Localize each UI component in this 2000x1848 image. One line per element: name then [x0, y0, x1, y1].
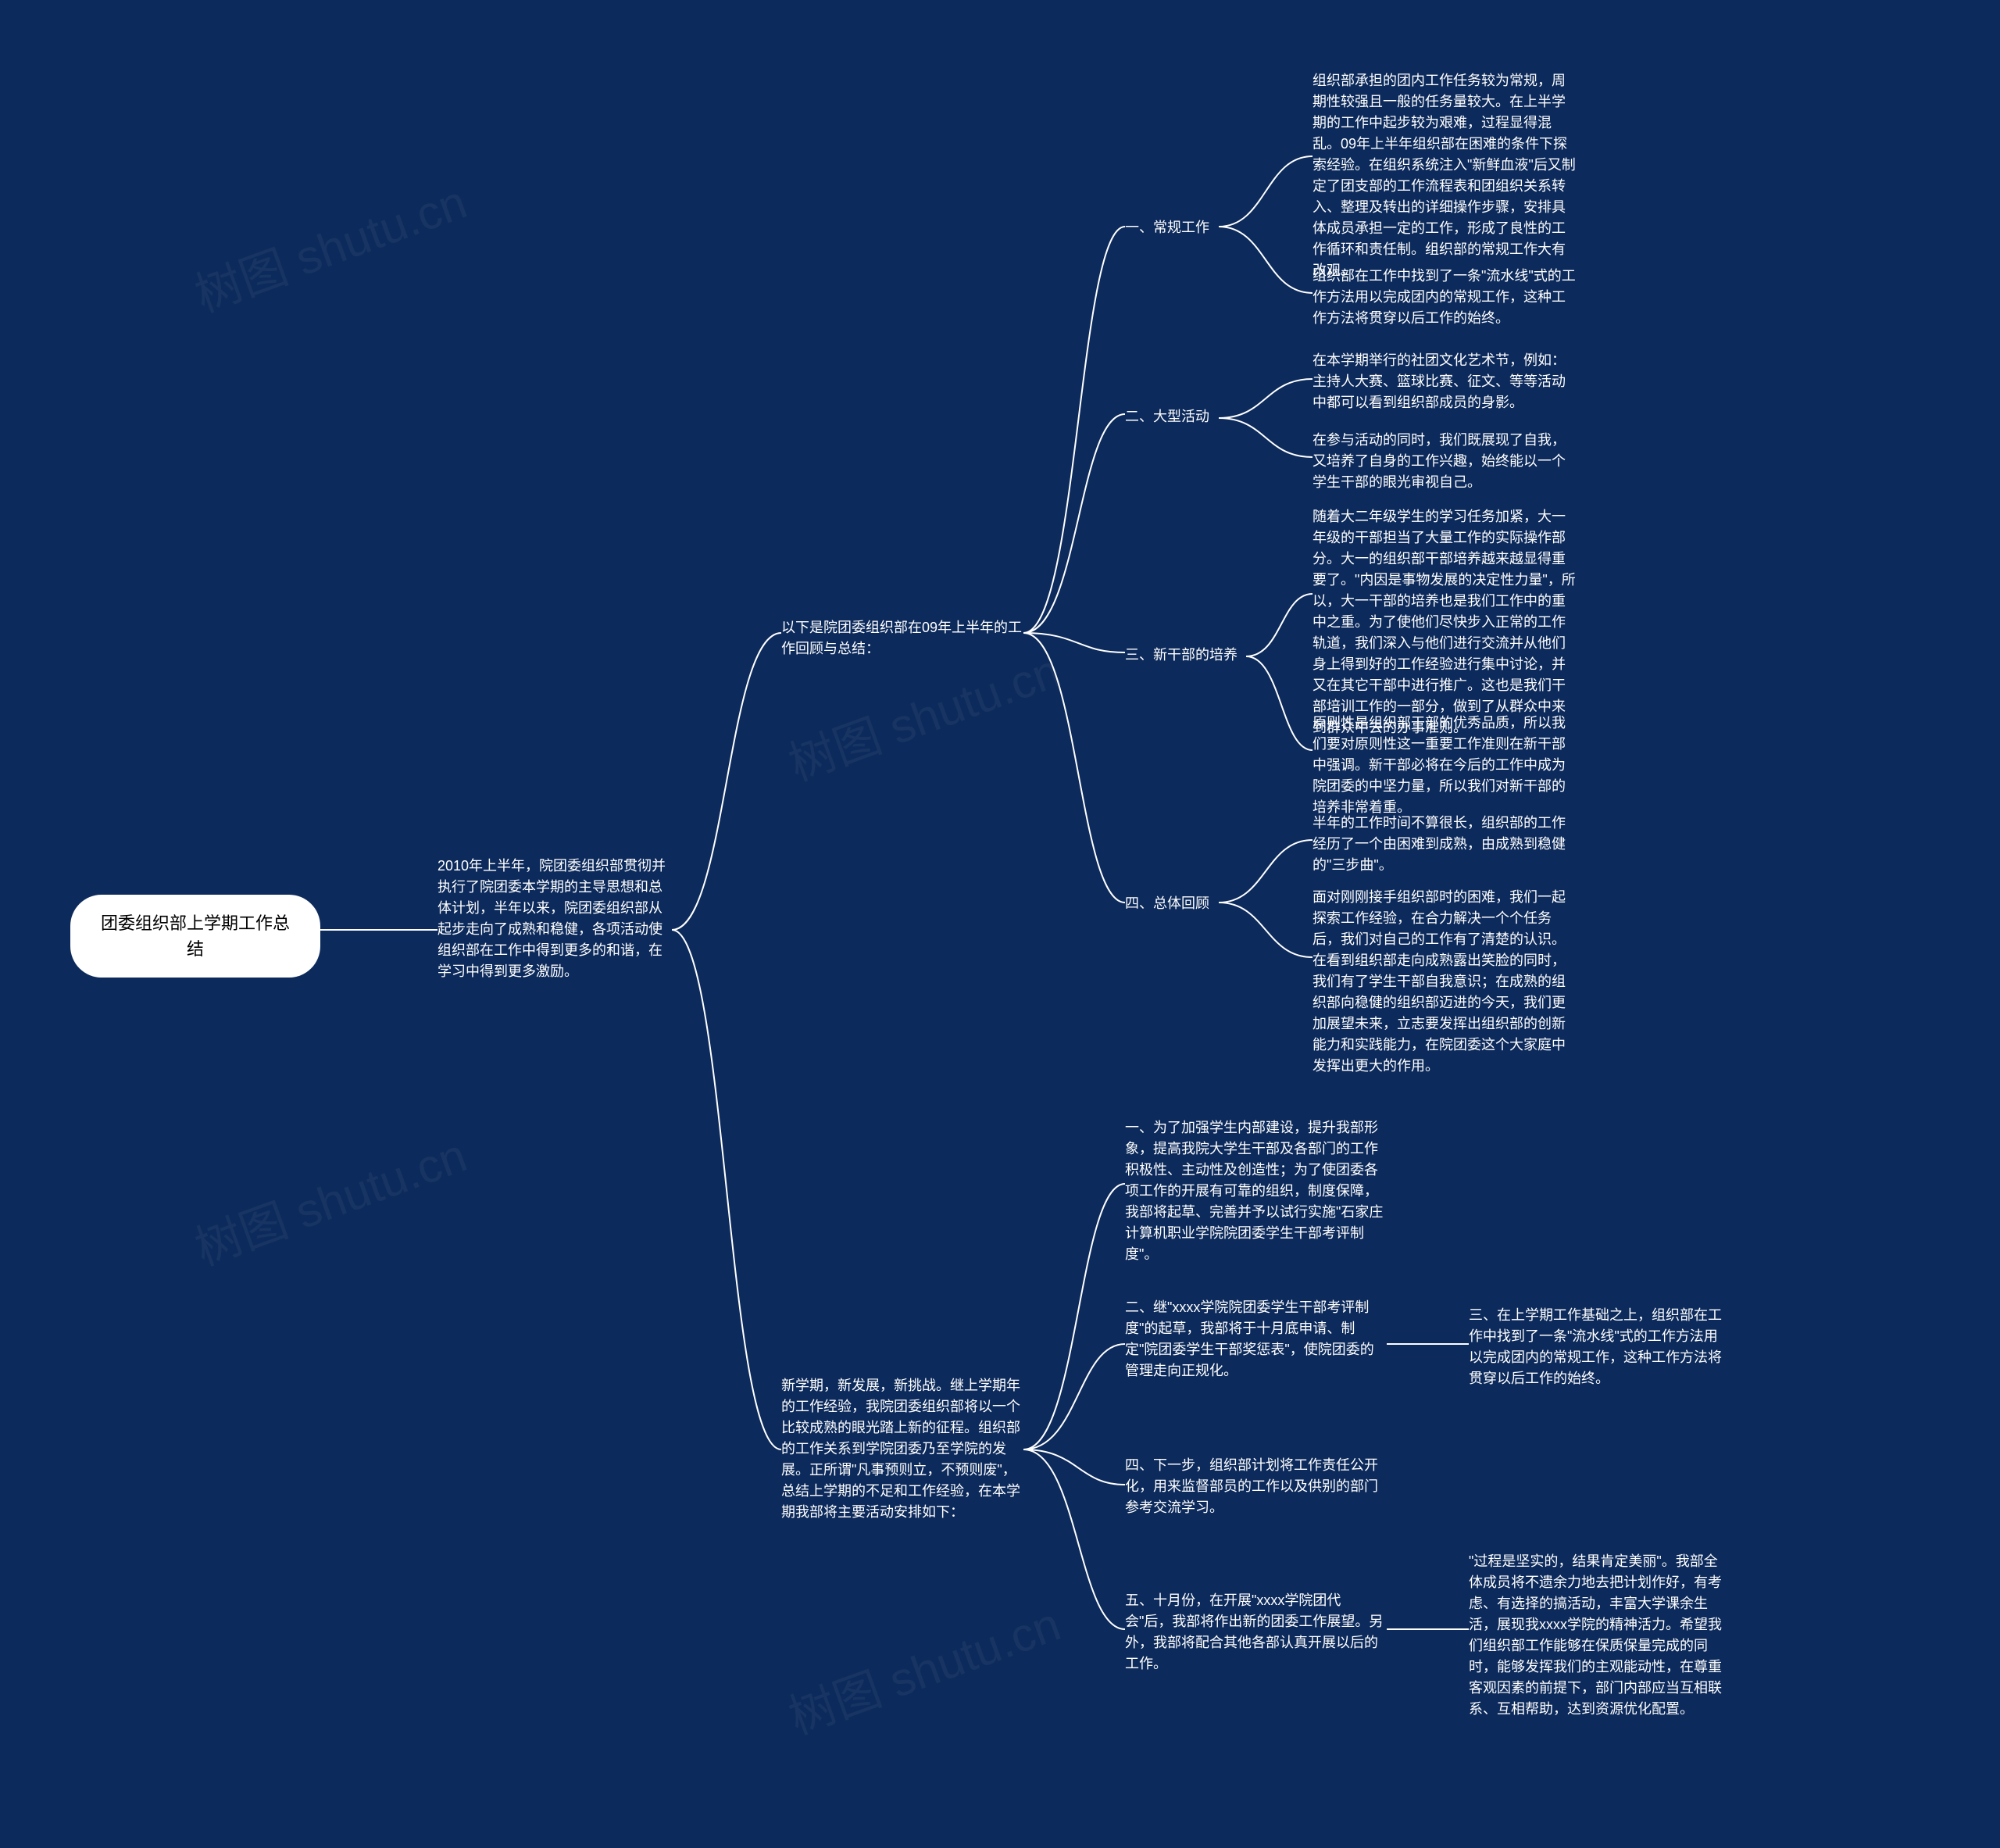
cadre-leaf-1: 随着大二年级学生的学习任务加紧，大一年级的干部担当了大量工作的实际操作部分。大一…: [1312, 506, 1578, 738]
root-node: 团委组织部上学期工作总结: [70, 895, 320, 978]
section-cadre: 三、新干部的培养: [1125, 645, 1250, 666]
watermark: 树图 shutu.cn: [778, 1586, 1068, 1747]
plan-2: 二、继"xxxx学院院团委学生干部考评制度"的起草，我部将于十月底申请、制定"院…: [1125, 1297, 1387, 1382]
watermark: 树图 shutu.cn: [184, 164, 474, 325]
section-review: 四、总体回顾: [1125, 893, 1234, 914]
branch-a-label: 以下是院团委组织部在09年上半年的工作回顾与总结：: [781, 617, 1023, 659]
review-leaf-1: 半年的工作时间不算很长，组织部的工作经历了一个由困难到成熟，由成熟到稳健的"三步…: [1312, 813, 1578, 876]
branch-b-label: 新学期，新发展，新挑战。继上学期年的工作经验，我院团委组织部将以一个比较成熟的眼…: [781, 1375, 1023, 1523]
plan-3: 三、在上学期工作基础之上，组织部在工作中找到了一条"流水线"式的工作方法用以完成…: [1469, 1305, 1730, 1389]
events-leaf-1: 在本学期举行的社团文化艺术节，例如：主持人大赛、篮球比赛、征文、等等活动中都可以…: [1312, 350, 1578, 413]
routine-leaf-1: 组织部承担的团内工作任务较为常规，周期性较强且一般的任务量较大。在上半学期的工作…: [1312, 70, 1578, 281]
section-routine: 一、常规工作: [1125, 217, 1234, 238]
plan-5: 五、十月份，在开展"xxxx学院团代会"后，我部将作出新的团委工作展望。另外，我…: [1125, 1590, 1387, 1675]
cadre-leaf-2: 原则性是组织部干部的优秀品质，所以我们要对原则性这一重要工作准则在新干部中强调。…: [1312, 713, 1578, 818]
plan-1: 一、为了加强学生内部建设，提升我部形象，提高我院大学生干部及各部门的工作积极性、…: [1125, 1117, 1387, 1265]
watermark: 树图 shutu.cn: [184, 1117, 474, 1278]
routine-leaf-2: 组织部在工作中找到了一条"流水线"式的工作方法用以完成团内的常规工作，这种工作方…: [1312, 266, 1578, 329]
main-intro: 2010年上半年，院团委组织部贯彻并执行了院团委本学期的主导思想和总体计划，半年…: [438, 856, 672, 982]
plan-5-child: "过程是坚实的，结果肯定美丽"。我部全体成员将不遗余力地去把计划作好，有考虑、有…: [1469, 1551, 1730, 1720]
section-events: 二、大型活动: [1125, 406, 1234, 427]
plan-4: 四、下一步，组织部计划将工作责任公开化，用来监督部员的工作以及供别的部门参考交流…: [1125, 1455, 1387, 1518]
events-leaf-2: 在参与活动的同时，我们既展现了自我，又培养了自身的工作兴趣，始终能以一个学生干部…: [1312, 430, 1578, 493]
review-leaf-2: 面对刚刚接手组织部时的困难，我们一起探索工作经验，在合力解决一个个任务后，我们对…: [1312, 887, 1578, 1077]
